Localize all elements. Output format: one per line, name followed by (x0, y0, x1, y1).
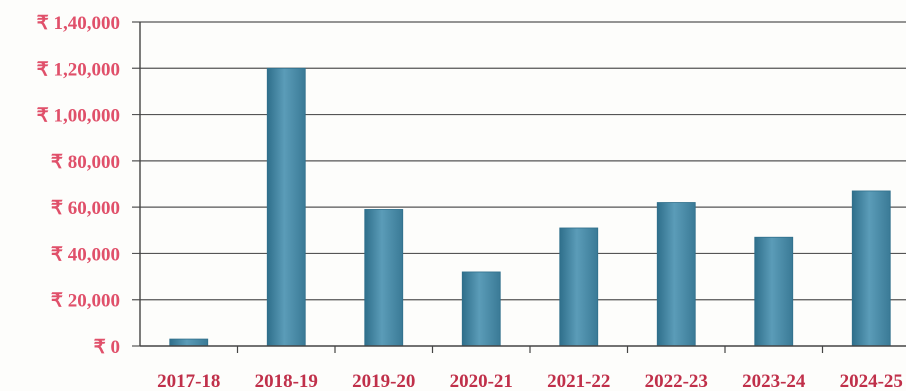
y-tick-labels: ₹ 0 ₹ 20,000 ₹ 40,000 ₹ 60,000 ₹ 80,000 ₹ 1,0… (37, 13, 120, 358)
y-tick-label: ₹ 20,000 (51, 291, 120, 312)
x-tick-label: 2018-19 (255, 371, 318, 391)
x-tick-label: 2021-22 (547, 371, 610, 391)
x-tick-labels: 2017-18 2018-19 2019-20 2020-21 2021-22 2022-… (157, 371, 903, 391)
x-tick-label: 2020-21 (450, 371, 513, 391)
axes (132, 22, 906, 353)
y-tick-label: ₹ 60,000 (51, 198, 120, 219)
x-tick-label: 2019-20 (352, 371, 415, 391)
bar (266, 67, 306, 347)
y-tick-label: ₹ 40,000 (51, 244, 120, 265)
y-tick-label: ₹ 0 (94, 337, 120, 358)
y-tick-label: ₹ 1,20,000 (37, 59, 120, 80)
x-tick-label: 2023-24 (742, 371, 806, 391)
gridlines (132, 21, 906, 301)
bar (169, 338, 209, 347)
y-tick-label: ₹ 1,40,000 (37, 13, 120, 34)
x-tick-label: 2022-23 (645, 371, 708, 391)
x-tick-label: 2024-25 (840, 371, 903, 391)
bars (169, 67, 891, 347)
bar (754, 236, 794, 347)
bar (461, 271, 501, 347)
bar (559, 227, 599, 347)
y-tick-label: ₹ 80,000 (51, 152, 120, 173)
bar (364, 209, 404, 347)
y-tick-label: ₹ 1,00,000 (37, 106, 120, 127)
bar (656, 202, 696, 347)
bar (851, 190, 891, 347)
x-tick-label: 2017-18 (157, 371, 220, 391)
